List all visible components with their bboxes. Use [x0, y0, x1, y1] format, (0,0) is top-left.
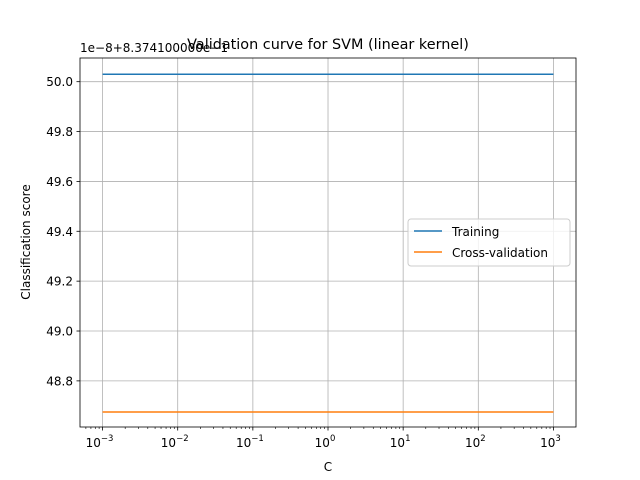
x-axis-minor-ticks	[85, 427, 551, 429]
x-tick-label-exponent: 0	[330, 434, 335, 444]
x-axis-label: C	[324, 460, 332, 474]
x-tick-label: 10−3	[86, 434, 114, 450]
x-tick-label-base: 10	[315, 436, 330, 450]
x-tick-label-base: 10	[161, 436, 176, 450]
series-lines	[102, 73, 554, 413]
x-tick-label: 103	[540, 434, 561, 450]
chart-title: Validation curve for SVM (linear kernel)	[187, 37, 469, 53]
y-tick-label: 48.8	[46, 374, 73, 388]
x-tick-label-base: 10	[390, 436, 405, 450]
x-axis-ticks: 10−3 10−2 10−1 100 101 102 103	[86, 427, 561, 450]
y-tick-label: 50.0	[46, 75, 73, 89]
y-axis-label: Classification score	[19, 184, 33, 299]
legend-label-cross-validation: Cross-validation	[452, 246, 548, 260]
x-tick-label-exponent: −1	[251, 434, 264, 444]
x-tick-label-base: 10	[236, 436, 251, 450]
y-axis-ticks: 48.8 49.0 49.2 49.4 49.6 49.8 50.0	[46, 75, 80, 388]
x-tick-label: 100	[315, 434, 336, 450]
y-tick-label: 49.8	[46, 125, 73, 139]
y-axis-offset-label: 1e−8+8.374100000e−1	[80, 41, 228, 55]
x-tick-label-base: 10	[86, 436, 101, 450]
x-tick-label-exponent: 2	[480, 434, 485, 444]
x-tick-label: 10−1	[236, 434, 264, 450]
legend-box	[407, 218, 571, 267]
x-tick-label: 10−2	[161, 434, 189, 450]
y-tick-label: 49.6	[46, 175, 73, 189]
y-tick-label: 49.0	[46, 325, 73, 339]
x-tick-label-base: 10	[465, 436, 480, 450]
x-tick-label: 101	[390, 434, 411, 450]
x-tick-label-exponent: −3	[101, 434, 114, 444]
x-tick-label-exponent: 1	[405, 434, 410, 444]
legend: Training Cross-validation	[407, 218, 571, 267]
x-tick-label-exponent: −2	[176, 434, 189, 444]
x-tick-label-exponent: 3	[555, 434, 560, 444]
legend-label-training: Training	[451, 225, 499, 239]
y-tick-label: 49.2	[46, 275, 73, 289]
y-tick-label: 49.4	[46, 225, 73, 239]
x-tick-label-base: 10	[540, 436, 555, 450]
x-tick-label: 102	[465, 434, 486, 450]
